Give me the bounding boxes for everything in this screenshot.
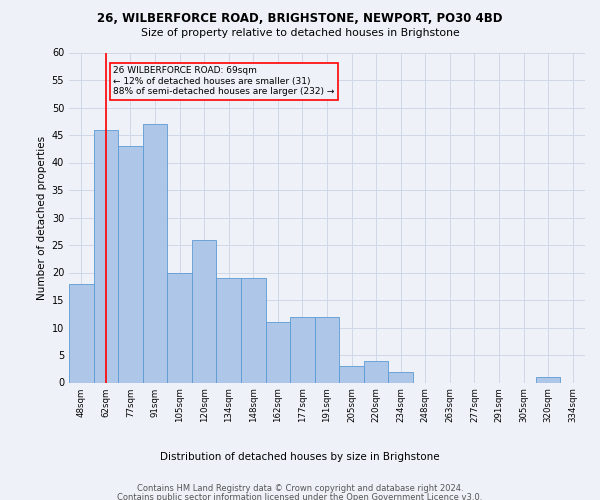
Text: Size of property relative to detached houses in Brighstone: Size of property relative to detached ho… (140, 28, 460, 38)
Text: 26, WILBERFORCE ROAD, BRIGHSTONE, NEWPORT, PO30 4BD: 26, WILBERFORCE ROAD, BRIGHSTONE, NEWPOR… (97, 12, 503, 26)
Bar (143, 124, 167, 382)
Bar (536, 377, 560, 382)
Bar (388, 372, 413, 382)
Bar (118, 146, 143, 382)
Bar (94, 130, 118, 382)
Bar (364, 360, 388, 382)
Bar (266, 322, 290, 382)
Text: Distribution of detached houses by size in Brighstone: Distribution of detached houses by size … (160, 452, 440, 462)
Bar (69, 284, 94, 382)
Bar (339, 366, 364, 382)
Text: Contains public sector information licensed under the Open Government Licence v3: Contains public sector information licen… (118, 494, 482, 500)
Y-axis label: Number of detached properties: Number of detached properties (37, 136, 47, 300)
Bar (217, 278, 241, 382)
Bar (192, 240, 217, 382)
Text: Contains HM Land Registry data © Crown copyright and database right 2024.: Contains HM Land Registry data © Crown c… (137, 484, 463, 493)
Bar (315, 316, 339, 382)
Text: 26 WILBERFORCE ROAD: 69sqm
← 12% of detached houses are smaller (31)
88% of semi: 26 WILBERFORCE ROAD: 69sqm ← 12% of deta… (113, 66, 335, 96)
Bar (167, 272, 192, 382)
Bar (241, 278, 266, 382)
Bar (290, 316, 315, 382)
